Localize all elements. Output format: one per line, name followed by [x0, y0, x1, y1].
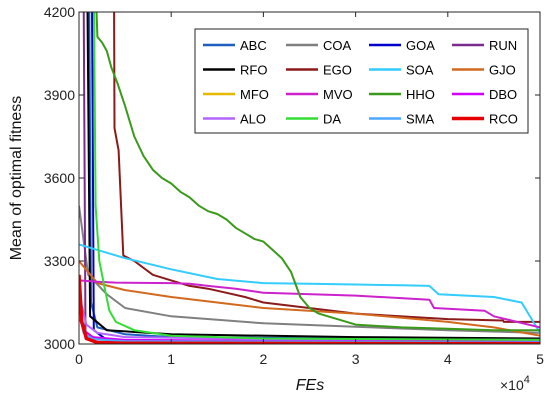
y-axis-label: Mean of optimal fitness — [8, 96, 25, 261]
x-scale-exponent: 4 — [524, 374, 530, 386]
series-line-ego — [113, 12, 540, 323]
legend-label-ego: EGO — [323, 63, 352, 78]
legend-label-coa: COA — [323, 38, 352, 53]
legend-label-mvo: MVO — [323, 87, 353, 102]
x-tick-label: 4 — [444, 351, 452, 367]
legend-box — [194, 28, 529, 134]
y-tick-label: 3900 — [44, 87, 75, 103]
legend-label-soa: SOA — [406, 63, 434, 78]
y-tick-label: 3300 — [44, 253, 75, 269]
x-scale-base: ×10 — [500, 377, 524, 393]
legend-label-da: DA — [323, 112, 341, 127]
y-tick-label: 4200 — [44, 4, 75, 20]
legend-label-sma: SMA — [406, 112, 435, 127]
series-line-gjo — [79, 260, 540, 337]
y-tick-label: 3600 — [44, 170, 75, 186]
x-tick-label: 1 — [167, 351, 175, 367]
legend-label-mfo: MFO — [240, 87, 269, 102]
x-scale-factor: ×104 — [500, 374, 530, 393]
x-axis-label: FEs — [296, 377, 324, 394]
x-tick-label: 5 — [536, 351, 544, 367]
legend-label-rfo: RFO — [240, 63, 267, 78]
series-line-rfo — [86, 12, 540, 340]
legend-label-run: RUN — [489, 38, 517, 53]
x-tick-label: 2 — [260, 351, 268, 367]
series-line-da — [93, 12, 540, 341]
series-line-soa — [79, 243, 540, 334]
legend-label-goa: GOA — [406, 38, 435, 53]
legend-label-rco: RCO — [489, 112, 518, 127]
legend-label-alo: ALO — [240, 112, 266, 127]
x-tick-label: 3 — [352, 351, 360, 367]
y-tick-label: 3000 — [44, 336, 75, 352]
legend: ABC COA GOA RUN RFO EGO SOA GJO MFO MVO HHO DBO ALO D… — [194, 28, 529, 134]
legend-label-gjo: GJO — [489, 63, 516, 78]
ticks-layer: 0 1 2 3 4 5 3000 3300 3600 3900 4200 — [44, 4, 544, 367]
series-line-hho — [95, 12, 540, 332]
x-tick-label: 0 — [75, 351, 83, 367]
series-line-mvo — [79, 279, 540, 329]
series-line-rco — [79, 274, 540, 344]
legend-label-abc: ABC — [240, 38, 267, 53]
legend-label-hho: HHO — [406, 87, 435, 102]
legend-label-dbo: DBO — [489, 87, 517, 102]
